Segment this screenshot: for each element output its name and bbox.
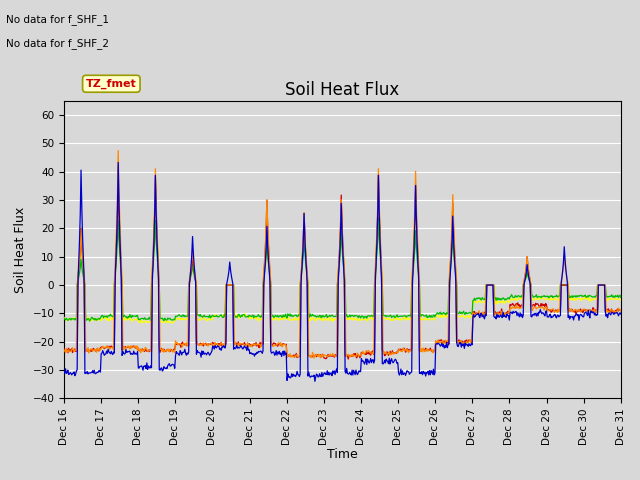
Y-axis label: Soil Heat Flux: Soil Heat Flux — [14, 206, 27, 293]
X-axis label: Time: Time — [327, 447, 358, 460]
Title: Soil Heat Flux: Soil Heat Flux — [285, 81, 399, 99]
Text: No data for f_SHF_1: No data for f_SHF_1 — [6, 14, 109, 25]
Text: No data for f_SHF_2: No data for f_SHF_2 — [6, 38, 109, 49]
Text: TZ_fmet: TZ_fmet — [86, 79, 137, 89]
